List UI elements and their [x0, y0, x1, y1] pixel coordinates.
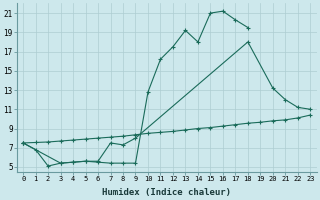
X-axis label: Humidex (Indice chaleur): Humidex (Indice chaleur)	[102, 188, 231, 197]
